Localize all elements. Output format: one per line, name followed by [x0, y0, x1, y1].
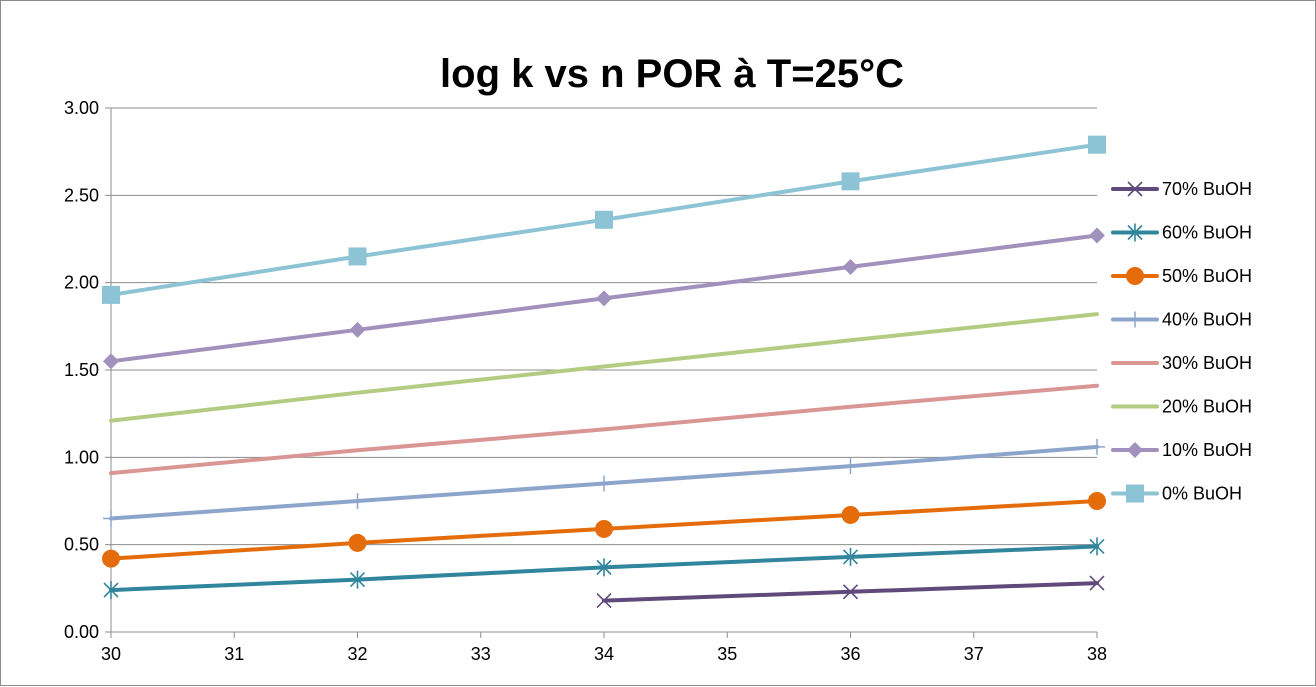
- data-point-marker: [841, 505, 860, 524]
- y-tick-label: 0.00: [64, 622, 99, 642]
- data-point-marker: [349, 493, 366, 509]
- legend-swatch-marker: [1127, 181, 1143, 197]
- data-point-marker: [1089, 438, 1105, 455]
- series-1: [103, 537, 1105, 600]
- series-3: [103, 438, 1105, 527]
- data-point-marker: [103, 510, 119, 527]
- data-point-marker: [595, 519, 613, 538]
- series-line: [109, 312, 1099, 423]
- data-point-marker: [595, 210, 613, 229]
- legend-swatch-marker: [1126, 484, 1144, 503]
- legend-label: 70% BuOH: [1162, 179, 1252, 199]
- data-point-marker: [1089, 575, 1105, 591]
- legend-item-7: 0% BuOH: [1111, 484, 1242, 504]
- data-point-marker: [1088, 135, 1106, 154]
- x-tick-label: 34: [594, 644, 614, 664]
- data-point-marker: [349, 321, 366, 338]
- x-tick-label: 38: [1087, 644, 1107, 664]
- data-point-marker: [596, 592, 612, 609]
- series-line: [109, 383, 1099, 476]
- x-tick-label: 35: [717, 644, 737, 664]
- legend: 70% BuOH 60% BuOH 50% BuOH 40% BuOH 30% BuOH…: [1111, 179, 1252, 504]
- data-point-marker: [841, 172, 860, 191]
- y-tick-label: 2.00: [64, 273, 99, 293]
- x-tick-label: 36: [840, 644, 860, 664]
- series-2: [102, 492, 1106, 568]
- legend-label: 60% BuOH: [1162, 223, 1252, 243]
- legend-label: 50% BuOH: [1162, 266, 1252, 286]
- data-point-marker: [1089, 537, 1105, 556]
- data-point-marker: [596, 475, 612, 492]
- legend-swatch-marker: [1127, 223, 1143, 242]
- x-tick-label: 33: [471, 644, 491, 664]
- data-point-marker: [348, 247, 367, 266]
- legend-item-2: 50% BuOH: [1111, 266, 1252, 286]
- data-point-marker: [1088, 492, 1106, 510]
- y-tick-label: 1.00: [64, 447, 99, 467]
- legend-label: 0% BuOH: [1162, 484, 1242, 504]
- legend-item-5: 20% BuOH: [1111, 397, 1252, 417]
- x-tick-label: 37: [964, 644, 984, 664]
- series-4: [109, 383, 1099, 476]
- y-tick-label: 0.50: [64, 535, 99, 555]
- data-point-marker: [842, 258, 859, 275]
- legend-item-1: 60% BuOH: [1111, 223, 1252, 243]
- legend-swatch-marker: [1127, 442, 1143, 458]
- series-6: [103, 227, 1105, 370]
- x-tick-label: 31: [224, 644, 244, 664]
- legend-item-4: 30% BuOH: [1111, 353, 1252, 373]
- series-5: [109, 312, 1099, 423]
- x-tick-label: 30: [101, 644, 121, 664]
- legend-item-0: 70% BuOH: [1111, 179, 1252, 199]
- data-point-marker: [103, 353, 119, 370]
- series-0: [596, 575, 1105, 609]
- y-tick-label: 3.00: [64, 98, 99, 118]
- legend-label: 10% BuOH: [1162, 440, 1252, 460]
- data-point-marker: [842, 458, 859, 475]
- y-tick-label: 2.50: [64, 185, 99, 205]
- legend-item-6: 10% BuOH: [1111, 440, 1252, 460]
- y-tick-label: 1.50: [64, 360, 99, 380]
- data-point-marker: [348, 533, 367, 552]
- data-point-marker: [102, 549, 120, 568]
- data-point-marker: [596, 290, 612, 307]
- data-point-marker: [1089, 227, 1105, 244]
- data-point-marker: [102, 285, 120, 304]
- data-point-marker: [842, 547, 859, 566]
- axes: 0.00 0.50 1.00 1.50 2.00 2.50 3.00 30 31 32 33 34 35…: [64, 98, 1107, 664]
- chart-title: log k vs n POR à T=25°C: [440, 52, 904, 96]
- data-point-marker: [596, 558, 612, 577]
- legend-label: 40% BuOH: [1162, 310, 1252, 330]
- data-point-marker: [103, 581, 119, 600]
- legend-item-3: 40% BuOH: [1111, 310, 1252, 330]
- data-point-marker: [842, 584, 859, 600]
- data-point-marker: [349, 570, 366, 589]
- legend-label: 30% BuOH: [1162, 353, 1252, 373]
- legend-label: 20% BuOH: [1162, 397, 1252, 417]
- x-tick-label: 32: [347, 644, 367, 664]
- plot-series: [102, 135, 1106, 609]
- legend-swatch-marker: [1127, 311, 1143, 328]
- legend-swatch-marker: [1126, 267, 1144, 285]
- series-7: [102, 135, 1106, 304]
